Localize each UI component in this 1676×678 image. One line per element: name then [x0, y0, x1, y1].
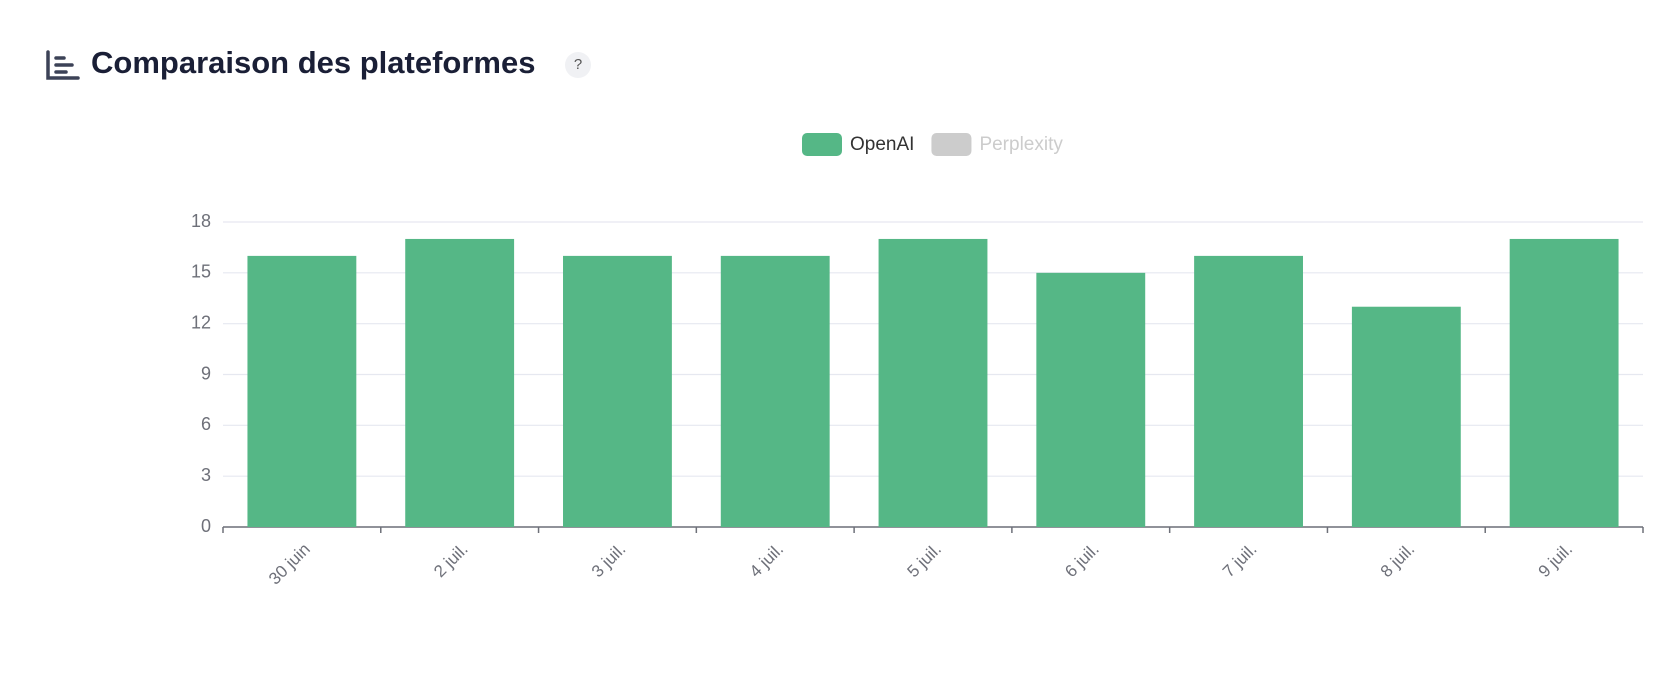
legend-swatch[interactable]	[802, 133, 842, 156]
legend-swatch[interactable]	[931, 133, 972, 156]
bar	[247, 255, 357, 527]
y-tick-label: 6	[201, 414, 211, 434]
x-tick-label: 2 juil.	[430, 540, 471, 581]
title-icon	[46, 50, 80, 80]
x-tick-label: 8 juil.	[1377, 540, 1418, 581]
bar	[1194, 255, 1303, 527]
help-badge[interactable]	[565, 52, 591, 78]
y-tick-label: 9	[201, 363, 211, 383]
bar	[878, 238, 988, 527]
x-tick-label: 30 juin	[265, 540, 314, 589]
bar	[1036, 272, 1146, 527]
bar	[1351, 306, 1461, 527]
y-tick-label: 15	[191, 262, 211, 282]
legend-label[interactable]: Perplexity	[979, 134, 1063, 155]
y-tick-label: 18	[191, 211, 211, 231]
bar	[563, 255, 672, 527]
bar	[1509, 238, 1619, 527]
help-icon[interactable]: ?	[574, 56, 582, 73]
x-tick-label: 9 juil.	[1535, 540, 1576, 581]
bar	[720, 255, 830, 527]
x-tick-label: 3 juil.	[588, 540, 629, 581]
legend-label[interactable]: OpenAI	[850, 134, 914, 155]
x-tick-label: 6 juil.	[1061, 540, 1102, 581]
bar	[405, 238, 515, 527]
y-tick-label: 0	[201, 516, 211, 536]
chart-title: Comparaison des plateformes	[91, 45, 535, 80]
y-tick-label: 3	[201, 465, 211, 485]
y-tick-label: 12	[191, 312, 211, 332]
x-tick-label: 4 juil.	[746, 540, 787, 581]
x-tick-label: 5 juil.	[904, 540, 945, 581]
x-tick-label: 7 juil.	[1219, 540, 1260, 581]
